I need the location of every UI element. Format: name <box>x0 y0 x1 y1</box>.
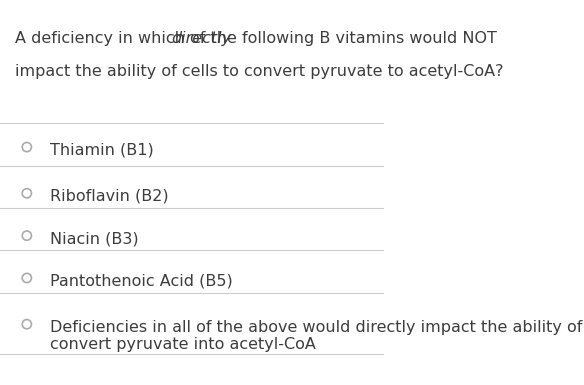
Text: Thiamin (B1): Thiamin (B1) <box>50 142 154 157</box>
Text: Niacin (B3): Niacin (B3) <box>50 231 138 246</box>
Text: Riboflavin (B2): Riboflavin (B2) <box>50 189 168 204</box>
Text: Pantothenoic Acid (B5): Pantothenoic Acid (B5) <box>50 273 232 288</box>
Text: Deficiencies in all of the above would directly impact the ability of cells to
c: Deficiencies in all of the above would d… <box>50 320 584 352</box>
Text: A deficiency in which of the following B vitamins would NOT: A deficiency in which of the following B… <box>15 31 502 46</box>
Text: directly: directly <box>172 31 232 46</box>
Text: impact the ability of cells to convert pyruvate to acetyl-CoA?: impact the ability of cells to convert p… <box>15 64 504 79</box>
